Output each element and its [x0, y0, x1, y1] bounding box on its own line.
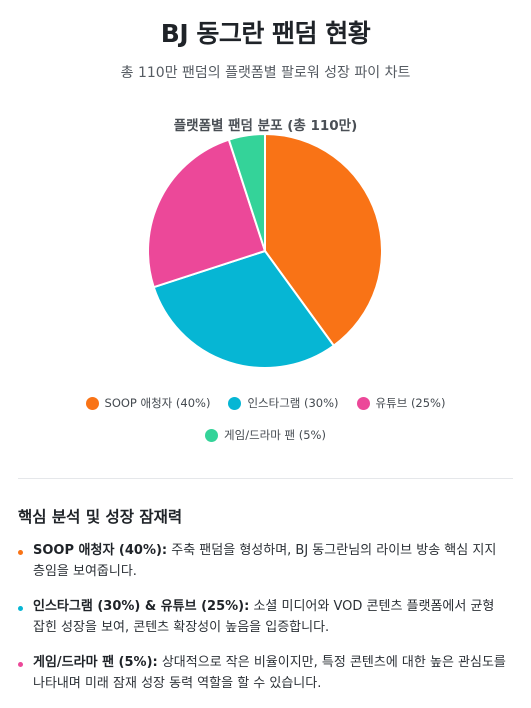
legend-label: 유튜브 (25%)	[375, 396, 446, 410]
bullet-dot	[18, 606, 23, 611]
pie-slice-game-drama	[227, 132, 266, 252]
chart-legend: SOOP 애청자 (40%) 인스타그램 (30%) 유튜브 (25%)	[0, 395, 531, 411]
section-divider	[18, 478, 513, 479]
analysis-item-soop: SOOP 애청자 (40%): 주축 팬덤을 형성하며, BJ 동그란님의 라이…	[18, 540, 508, 582]
analysis-item-label: SOOP 애청자 (40%):	[33, 543, 168, 558]
legend-swatch	[228, 396, 242, 410]
analysis-list: SOOP 애청자 (40%): 주축 팬덤을 형성하며, BJ 동그란님의 라이…	[18, 540, 508, 708]
pie-slice-soop	[264, 132, 383, 348]
legend-label: SOOP 애청자 (40%)	[104, 396, 211, 410]
page-subtitle: 총 110만 팬덤의 플랫폼별 팔로워 성장 파이 차트	[120, 65, 411, 81]
legend-label: 인스타그램 (30%)	[247, 396, 339, 410]
bullet-dot	[18, 662, 23, 667]
pie-slice-instagram	[152, 249, 336, 369]
chart-title: 플랫폼별 팬덤 분포 (총 110만)	[173, 118, 358, 134]
pie-chart	[147, 132, 383, 369]
chart-legend-second-row: 게임/드라마 팬 (5%)	[0, 427, 531, 443]
legend-item-youtube: 유튜브 (25%)	[356, 395, 446, 411]
legend-label: 게임/드라마 팬 (5%)	[224, 428, 326, 442]
legend-swatch	[356, 396, 370, 410]
analysis-item-text: 주축 팬덤을 형성하며, BJ 동그란님의 라이브 방송 핵심 지지층임을 보여…	[33, 543, 497, 579]
legend-item-game-drama: 게임/드라마 팬 (5%)	[205, 427, 326, 443]
legend-item-soop: SOOP 애청자 (40%)	[85, 395, 211, 411]
legend-swatch	[85, 396, 99, 410]
bullet-dot	[18, 550, 23, 555]
analysis-item-instagram-youtube: 인스타그램 (30%) & 유튜브 (25%): 소셜 미디어와 VOD 콘텐츠…	[18, 596, 508, 638]
page-title: BJ 동그란 팬덤 현황	[160, 19, 371, 48]
analysis-item-text: 소셜 미디어와 VOD 콘텐츠 플랫폼에서 균형 잡힌 성장을 보여, 콘텐츠 …	[33, 599, 495, 635]
analysis-item-text: 상대적으로 작은 비율이지만, 특정 콘텐츠에 대한 높은 관심도를 나타내며 …	[33, 655, 506, 691]
analysis-heading: 핵심 분석 및 성장 잠재력	[18, 508, 183, 526]
pie-slice-youtube	[147, 138, 267, 289]
analysis-item-label: 게임/드라마 팬 (5%):	[33, 655, 158, 670]
legend-swatch	[205, 428, 219, 442]
legend-item-instagram: 인스타그램 (30%)	[228, 395, 339, 411]
analysis-item-label: 인스타그램 (30%) & 유튜브 (25%):	[33, 599, 250, 614]
analysis-item-game-drama: 게임/드라마 팬 (5%): 상대적으로 작은 비율이지만, 특정 콘텐츠에 대…	[18, 652, 508, 694]
